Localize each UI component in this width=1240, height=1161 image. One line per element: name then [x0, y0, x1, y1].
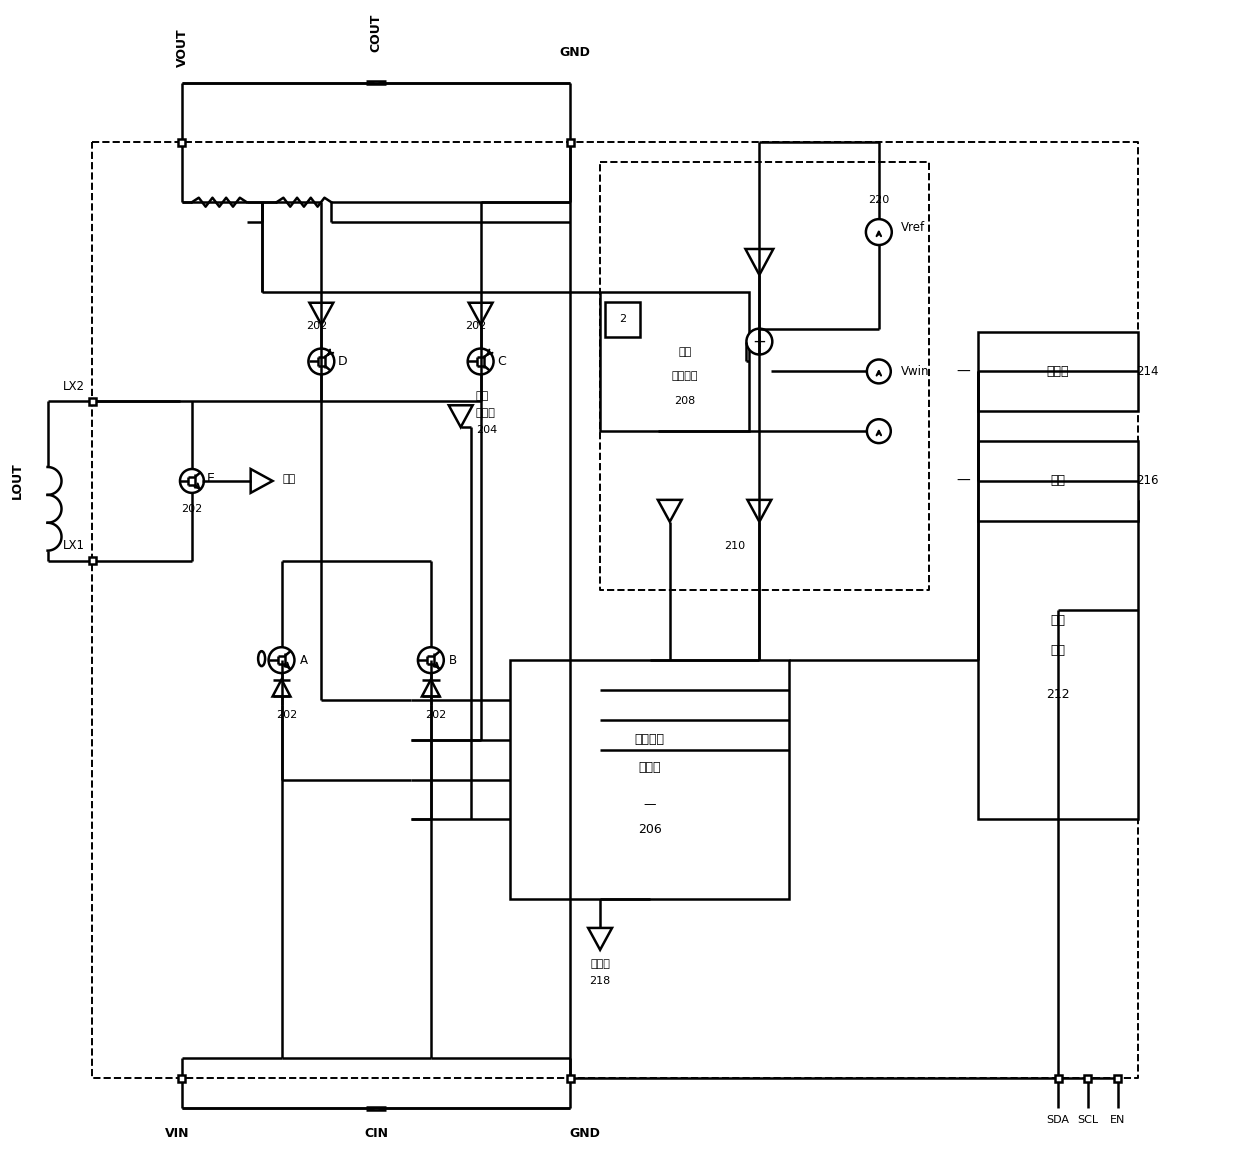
Text: LOUT: LOUT	[11, 462, 25, 499]
Text: EN: EN	[1110, 1115, 1126, 1125]
Polygon shape	[745, 248, 774, 275]
Text: 206: 206	[639, 823, 662, 836]
Bar	[567, 1075, 574, 1082]
Text: 过零: 过零	[476, 391, 489, 402]
Text: 214: 214	[1136, 365, 1159, 378]
Polygon shape	[273, 679, 290, 697]
Text: 220: 220	[868, 195, 889, 205]
Circle shape	[180, 469, 203, 493]
Text: 合成电路: 合成电路	[671, 372, 698, 382]
Bar	[567, 139, 574, 146]
Text: C: C	[497, 355, 506, 368]
Bar	[600, 291, 749, 431]
Text: —: —	[956, 474, 971, 488]
Text: 218: 218	[589, 975, 611, 986]
Bar	[978, 332, 1137, 411]
Polygon shape	[422, 679, 440, 697]
Text: 控制器: 控制器	[639, 762, 661, 774]
Circle shape	[867, 360, 890, 383]
Bar	[605, 302, 640, 337]
Text: 216: 216	[1136, 475, 1159, 488]
Text: 检测器: 检测器	[476, 409, 496, 418]
Text: B: B	[449, 654, 456, 666]
Circle shape	[867, 419, 890, 444]
Polygon shape	[658, 500, 682, 521]
Circle shape	[866, 219, 892, 245]
Text: Vref: Vref	[900, 221, 925, 233]
Text: 旁路: 旁路	[283, 474, 296, 484]
Text: 核心: 核心	[1050, 643, 1065, 657]
Circle shape	[746, 329, 773, 354]
Text: LX2: LX2	[62, 380, 84, 392]
Bar	[1054, 1075, 1061, 1082]
Text: Vwin: Vwin	[900, 365, 929, 378]
Text: 202: 202	[465, 320, 486, 331]
Text: 202: 202	[181, 504, 202, 514]
Text: 过热: 过热	[1050, 475, 1065, 488]
Text: E: E	[207, 473, 215, 485]
Text: 204: 204	[476, 425, 497, 435]
Text: VOUT: VOUT	[176, 29, 188, 67]
Text: —: —	[644, 798, 656, 812]
Text: 202: 202	[425, 709, 446, 720]
Text: D: D	[337, 355, 347, 368]
Circle shape	[269, 647, 294, 673]
Polygon shape	[588, 928, 613, 950]
Polygon shape	[250, 469, 273, 493]
Bar	[89, 557, 95, 564]
Text: A: A	[299, 654, 308, 666]
Bar	[179, 1075, 186, 1082]
Text: 异步数字: 异步数字	[635, 734, 665, 747]
Text: GND: GND	[569, 1126, 600, 1139]
Bar	[1085, 1075, 1091, 1082]
Bar	[1115, 1075, 1121, 1082]
Polygon shape	[469, 303, 492, 325]
Text: SDA: SDA	[1047, 1115, 1070, 1125]
Bar	[511, 661, 789, 899]
Text: 过电流: 过电流	[590, 959, 610, 968]
Circle shape	[418, 647, 444, 673]
Text: CIN: CIN	[365, 1126, 388, 1139]
Text: +: +	[753, 332, 766, 351]
Text: —: —	[956, 365, 971, 378]
Polygon shape	[449, 405, 472, 427]
Text: GND: GND	[559, 46, 590, 59]
Text: 202: 202	[306, 320, 327, 331]
Text: 欠电压: 欠电压	[1047, 365, 1069, 378]
Bar	[89, 398, 95, 405]
Text: 数字: 数字	[1050, 614, 1065, 627]
Polygon shape	[310, 303, 334, 325]
Text: SCL: SCL	[1078, 1115, 1099, 1125]
Bar	[978, 441, 1137, 521]
Text: 208: 208	[675, 396, 696, 406]
Text: 212: 212	[1047, 688, 1070, 701]
Bar	[179, 139, 186, 146]
Text: LX1: LX1	[62, 539, 84, 553]
Bar	[978, 500, 1137, 820]
Text: 210: 210	[724, 541, 745, 550]
Circle shape	[309, 348, 335, 375]
Text: VIN: VIN	[165, 1126, 190, 1139]
Text: 纹波: 纹波	[678, 346, 692, 356]
Text: 202: 202	[275, 709, 298, 720]
Text: 2: 2	[619, 315, 626, 324]
Polygon shape	[748, 500, 771, 521]
Text: COUT: COUT	[370, 14, 383, 52]
Circle shape	[467, 348, 494, 375]
